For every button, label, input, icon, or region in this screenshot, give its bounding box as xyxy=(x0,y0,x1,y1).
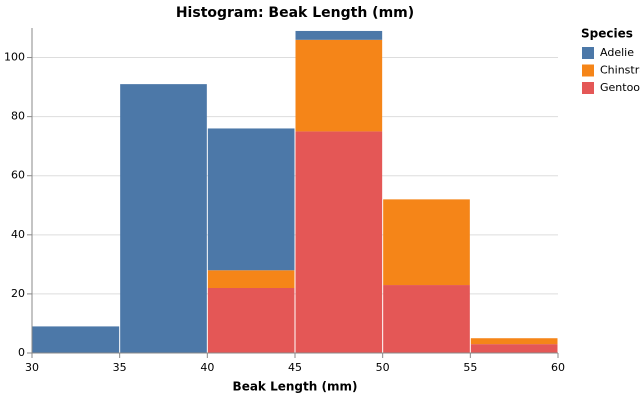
legend-label: Chinstrap xyxy=(600,64,640,77)
legend-swatch xyxy=(582,47,594,59)
bar-segment xyxy=(383,285,470,353)
bar-segment xyxy=(295,39,383,132)
y-tick-label: 80 xyxy=(11,110,25,123)
bar-segment xyxy=(295,30,383,40)
bar-segment xyxy=(120,84,207,354)
bar-segment xyxy=(295,131,383,353)
y-tick-label: 60 xyxy=(11,169,25,182)
legend-label: Gentoo xyxy=(600,81,640,94)
bar-segment xyxy=(383,199,470,286)
y-tick-label: 100 xyxy=(4,51,25,64)
bar-segment xyxy=(470,344,558,353)
legend-label: Adelie xyxy=(600,46,634,59)
legend-title: Species xyxy=(581,27,633,41)
bar-segment xyxy=(32,326,120,353)
x-tick-label: 45 xyxy=(288,361,302,374)
x-tick-label: 30 xyxy=(25,361,39,374)
legend-swatch xyxy=(582,82,594,94)
x-tick-label: 50 xyxy=(376,361,390,374)
bar-segment xyxy=(207,270,295,288)
x-tick-label: 55 xyxy=(463,361,477,374)
bar-segment xyxy=(470,338,558,345)
x-tick-label: 40 xyxy=(200,361,214,374)
bar-segment xyxy=(207,288,295,353)
x-axis-title: Beak Length (mm) xyxy=(233,380,358,394)
y-tick-label: 40 xyxy=(11,228,25,241)
bar-segment xyxy=(207,128,295,271)
y-tick-label: 0 xyxy=(18,346,25,359)
y-tick-label: 20 xyxy=(11,287,25,300)
chart-title: Histogram: Beak Length (mm) xyxy=(176,5,414,21)
x-tick-label: 35 xyxy=(113,361,127,374)
legend-swatch xyxy=(582,64,594,77)
x-tick-label: 60 xyxy=(551,361,565,374)
